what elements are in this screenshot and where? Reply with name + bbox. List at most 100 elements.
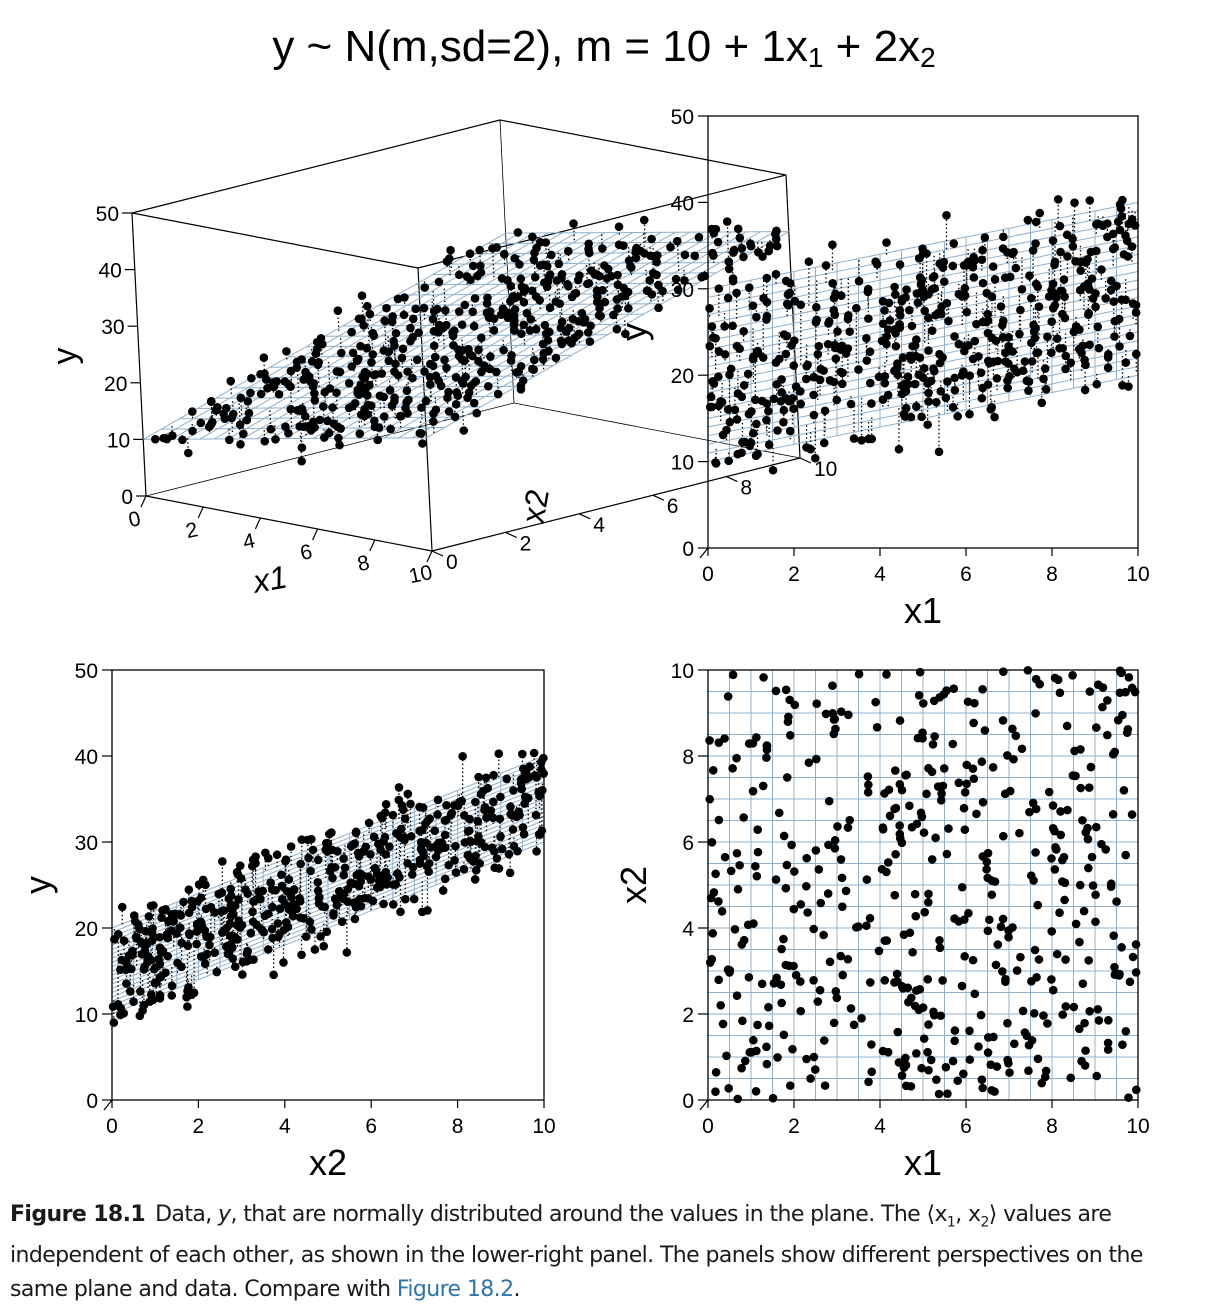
data-point <box>431 852 441 862</box>
data-point <box>1130 687 1140 697</box>
data-point <box>584 239 594 249</box>
data-point <box>337 917 347 927</box>
data-point <box>269 970 278 980</box>
data-point <box>1008 923 1017 932</box>
data-point <box>787 341 796 350</box>
data-point <box>1055 688 1065 698</box>
data-point <box>1031 709 1040 718</box>
data-point <box>874 372 884 382</box>
data-point <box>142 939 152 949</box>
data-point <box>310 389 319 398</box>
data-point <box>444 860 453 870</box>
data-point <box>116 1010 125 1020</box>
data-point <box>440 830 450 840</box>
data-point <box>764 246 774 256</box>
data-point <box>157 913 166 922</box>
data-point <box>751 861 760 871</box>
y-tick-label: 0 <box>682 538 694 561</box>
data-point <box>451 373 461 382</box>
data-point <box>1127 242 1137 251</box>
data-point <box>942 298 952 308</box>
data-point <box>1012 367 1022 377</box>
data-point <box>915 985 925 994</box>
data-point <box>359 321 369 330</box>
data-point <box>978 797 988 807</box>
x-axis-title: x1 <box>904 590 942 631</box>
data-point <box>403 858 412 868</box>
data-point <box>327 828 336 837</box>
data-point <box>424 859 434 868</box>
plane-grid-line <box>451 262 735 265</box>
data-point <box>1117 943 1126 952</box>
data-point <box>292 904 301 914</box>
data-point <box>409 894 419 904</box>
data-point <box>1106 879 1116 889</box>
data-point <box>462 272 472 281</box>
data-point <box>527 286 537 296</box>
y-tick-label: 2 <box>682 1004 694 1027</box>
data-point <box>598 285 607 295</box>
residual-line <box>488 317 491 337</box>
data-point <box>953 1076 963 1086</box>
data-point <box>897 294 907 304</box>
box-edge <box>131 212 147 497</box>
data-point <box>771 229 780 239</box>
data-point <box>146 990 156 999</box>
data-point <box>362 301 372 311</box>
data-point <box>917 1063 926 1073</box>
data-point <box>1121 850 1130 860</box>
data-point <box>1003 751 1012 760</box>
data-point <box>528 364 537 374</box>
data-point <box>420 367 429 376</box>
axis-stub <box>699 1099 709 1111</box>
data-point <box>732 848 742 858</box>
figure-18-2-link[interactable]: Figure 18.2 <box>396 1277 514 1303</box>
data-point <box>762 273 772 283</box>
data-point <box>784 712 793 722</box>
data-point <box>912 289 922 298</box>
data-point <box>271 435 280 444</box>
data-point <box>845 815 855 825</box>
data-point <box>843 314 853 324</box>
data-point <box>885 316 895 325</box>
y-tick-label: 20 <box>671 365 694 388</box>
data-point <box>490 863 500 873</box>
data-point <box>229 910 238 919</box>
z-tick-label: 0 <box>121 486 133 509</box>
data-point <box>863 772 873 781</box>
data-point <box>486 352 495 361</box>
residual-line <box>335 392 338 410</box>
data-point <box>528 232 537 242</box>
data-point <box>723 692 733 701</box>
data-point <box>161 968 170 978</box>
data-point <box>228 954 238 963</box>
data-point <box>836 707 846 716</box>
data-point <box>910 889 920 899</box>
data-point <box>864 780 873 790</box>
residual-line <box>393 401 396 419</box>
data-point <box>728 670 738 680</box>
data-point <box>482 299 492 308</box>
panel-x1-x2: 0 2 4 6 8 10 0 2 4 6 8 10 x1 x2 <box>613 660 1150 1183</box>
data-point <box>367 358 376 367</box>
x2-tick <box>799 457 812 464</box>
residual-line <box>491 248 495 278</box>
data-point <box>530 248 539 258</box>
data-point <box>246 928 256 938</box>
caption-text-y: y <box>218 1202 231 1227</box>
data-point <box>470 294 480 303</box>
z-tick-label: 50 <box>96 203 119 226</box>
data-point <box>489 770 498 780</box>
data-point <box>1118 195 1127 205</box>
data-point <box>282 887 292 896</box>
data-point <box>983 328 993 338</box>
residual-line <box>312 399 316 428</box>
data-point <box>508 825 518 834</box>
data-point <box>957 981 967 991</box>
data-point <box>510 305 520 314</box>
data-point <box>1061 1002 1071 1011</box>
data-point <box>129 997 138 1006</box>
data-point <box>897 982 907 991</box>
data-point <box>624 304 633 313</box>
data-point <box>196 917 205 926</box>
